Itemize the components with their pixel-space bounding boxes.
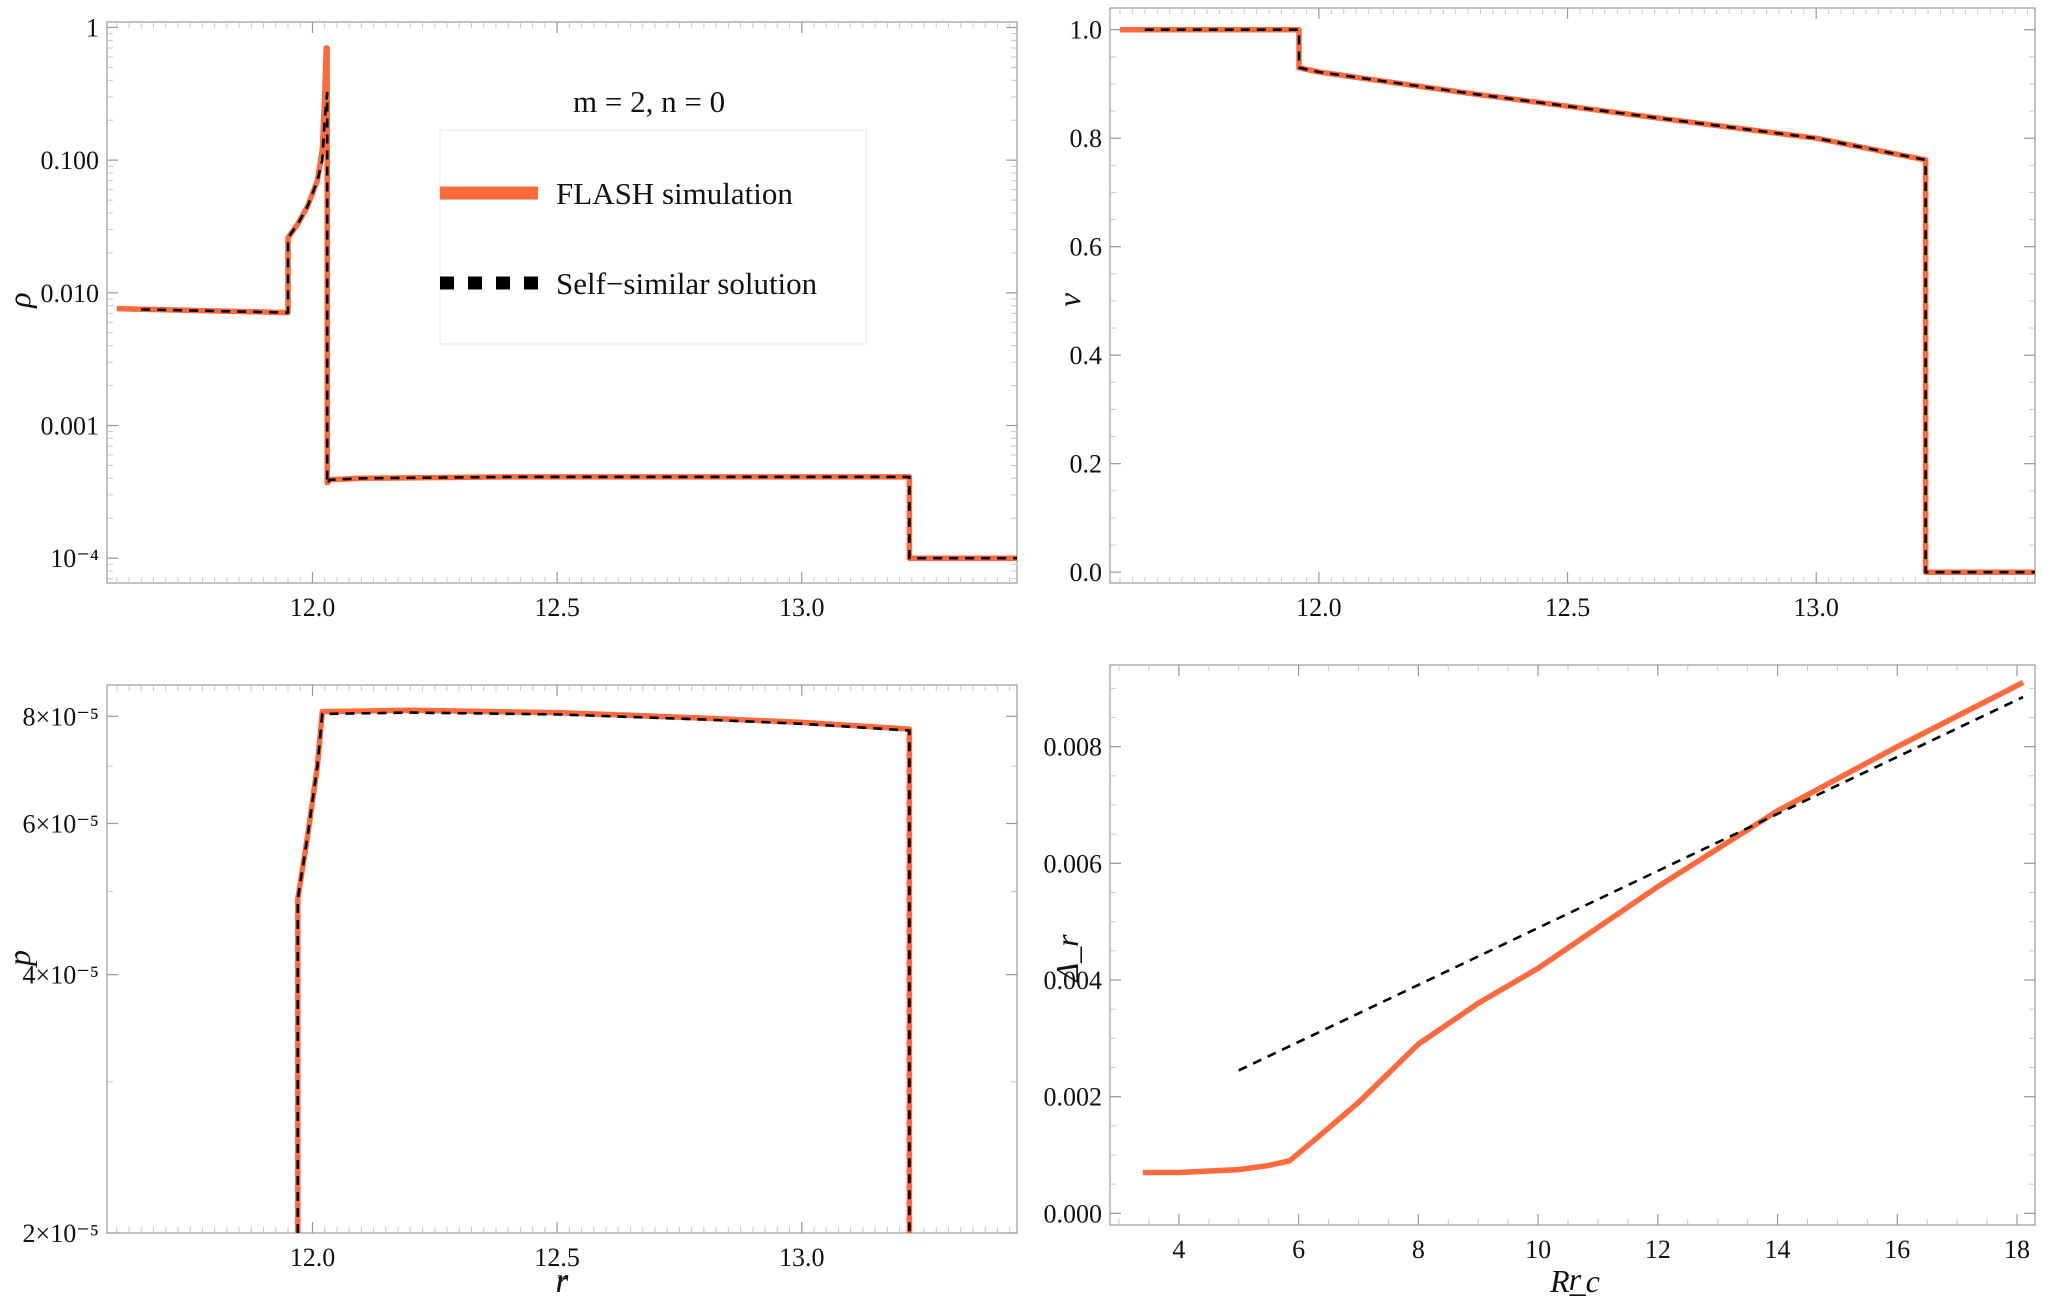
pressure-panel: 12.0 12.5 13.0 2×10⁻⁵ 4×10⁻⁵ 6×10⁻⁵ 8×10⁻⁵ r p: [1, 684, 1018, 1299]
density-y-tick-label: 0.100: [41, 146, 100, 175]
thickness-panel: 4 6 8 10 12 14 16 18 0.000 0.002 0.004 0.006 0.008 R_…: [1044, 664, 2036, 1299]
velocity-y-tick-label: 0.4: [1070, 341, 1103, 370]
velocity-x-tick-label: 13.0: [1793, 593, 1839, 622]
legend-label-simulation: FLASH simulation: [556, 176, 793, 211]
thickness-plot-frame: [1109, 664, 2036, 1226]
pressure-y-axis-title: p: [1, 950, 37, 968]
velocity-x-axis-title: r: [1569, 1261, 1582, 1297]
thickness-x-tick-label: 14: [1765, 1235, 1791, 1264]
thickness-y-tick-label: 0.004: [1044, 966, 1103, 995]
thickness-y-tick-label: 0.008: [1044, 733, 1103, 762]
velocity-self-similar-line: [1144, 28, 2035, 574]
velocity-x-tick-label: 12.5: [1545, 593, 1591, 622]
pressure-x-tick-label: 12.5: [534, 1243, 580, 1272]
pressure-self-similar-line: [296, 711, 911, 1233]
density-y-tick-label: 0.010: [41, 279, 100, 308]
velocity-y-tick-label: 0.6: [1070, 233, 1103, 262]
pressure-flash-simulation-line: [295, 707, 913, 1233]
legend-label-self-similar: Self−similar solution: [556, 266, 818, 301]
thickness-x-tick-label: 12: [1645, 1235, 1671, 1264]
legend: FLASH simulation Self−similar solution: [439, 129, 867, 345]
pressure-x-tick-label: 12.0: [290, 1243, 336, 1272]
pressure-plot-frame: [106, 684, 1018, 1234]
velocity-y-tick-label: 1.0: [1070, 16, 1103, 45]
thickness-x-tick-label: 16: [1884, 1235, 1910, 1264]
density-y-axis-title: ρ: [1, 292, 37, 308]
density-x-axis-title: r: [556, 1261, 569, 1297]
thickness-x-tick-label: 6: [1292, 1235, 1305, 1264]
velocity-y-tick-label: 0.0: [1070, 558, 1103, 587]
pressure-x-axis-title: r: [556, 1263, 569, 1299]
density-x-tick-label: 12.0: [290, 593, 336, 622]
velocity-y-tick-label: 0.8: [1070, 124, 1103, 153]
thickness-y-tick-label: 0.006: [1044, 849, 1103, 878]
density-y-tick-label: 10⁻⁴: [50, 544, 99, 573]
pressure-y-tick-label: 2×10⁻⁵: [23, 1219, 99, 1248]
parameter-annotation: m = 2, n = 0: [573, 84, 725, 119]
pressure-y-tick-label: 8×10⁻⁵: [23, 702, 99, 731]
density-plot-frame: [106, 21, 1018, 584]
density-y-tick-label: 1: [86, 13, 99, 42]
thickness-x-tick-label: 8: [1412, 1235, 1425, 1264]
velocity-y-axis-title: v: [1051, 292, 1087, 307]
thickness-x-tick-label: 10: [1525, 1235, 1551, 1264]
thickness-y-tick-label: 0.002: [1044, 1083, 1103, 1112]
thickness-x-tick-label: 18: [2004, 1235, 2030, 1264]
thickness-y-axis-title: Δ_r: [1049, 934, 1085, 984]
density-self-similar-line: [141, 91, 1017, 560]
velocity-plot-frame: [1109, 7, 2036, 584]
velocity-x-tick-label: 12.0: [1296, 593, 1342, 622]
pressure-y-tick-label: 6×10⁻⁵: [23, 809, 99, 838]
pressure-x-tick-label: 13.0: [779, 1243, 825, 1272]
pressure-y-tick-label: 4×10⁻⁵: [23, 961, 99, 990]
thickness-self-similar-line: [1238, 695, 2024, 1072]
velocity-flash-simulation-line: [1119, 26, 2035, 575]
thickness-x-tick-label: 4: [1172, 1235, 1185, 1264]
density-y-tick-label: 0.001: [41, 412, 100, 441]
thickness-x-axis-title: R_c: [1549, 1263, 1600, 1299]
density-x-tick-label: 12.5: [534, 593, 580, 622]
velocity-panel: 12.0 12.5 13.0 0.0 0.2 0.4 0.6 0.8 1.0 r v: [1051, 7, 2036, 1297]
density-x-tick-label: 13.0: [779, 593, 825, 622]
thickness-flash-simulation-line: [1142, 680, 2025, 1176]
thickness-y-tick-label: 0.000: [1044, 1199, 1103, 1228]
velocity-y-tick-label: 0.2: [1070, 450, 1103, 479]
density-panel: 12.0 12.5 13.0 10⁻⁴ 0.001 0.010 0.100 1 r ρ: [1, 13, 1018, 1297]
legend-box: [439, 129, 867, 345]
